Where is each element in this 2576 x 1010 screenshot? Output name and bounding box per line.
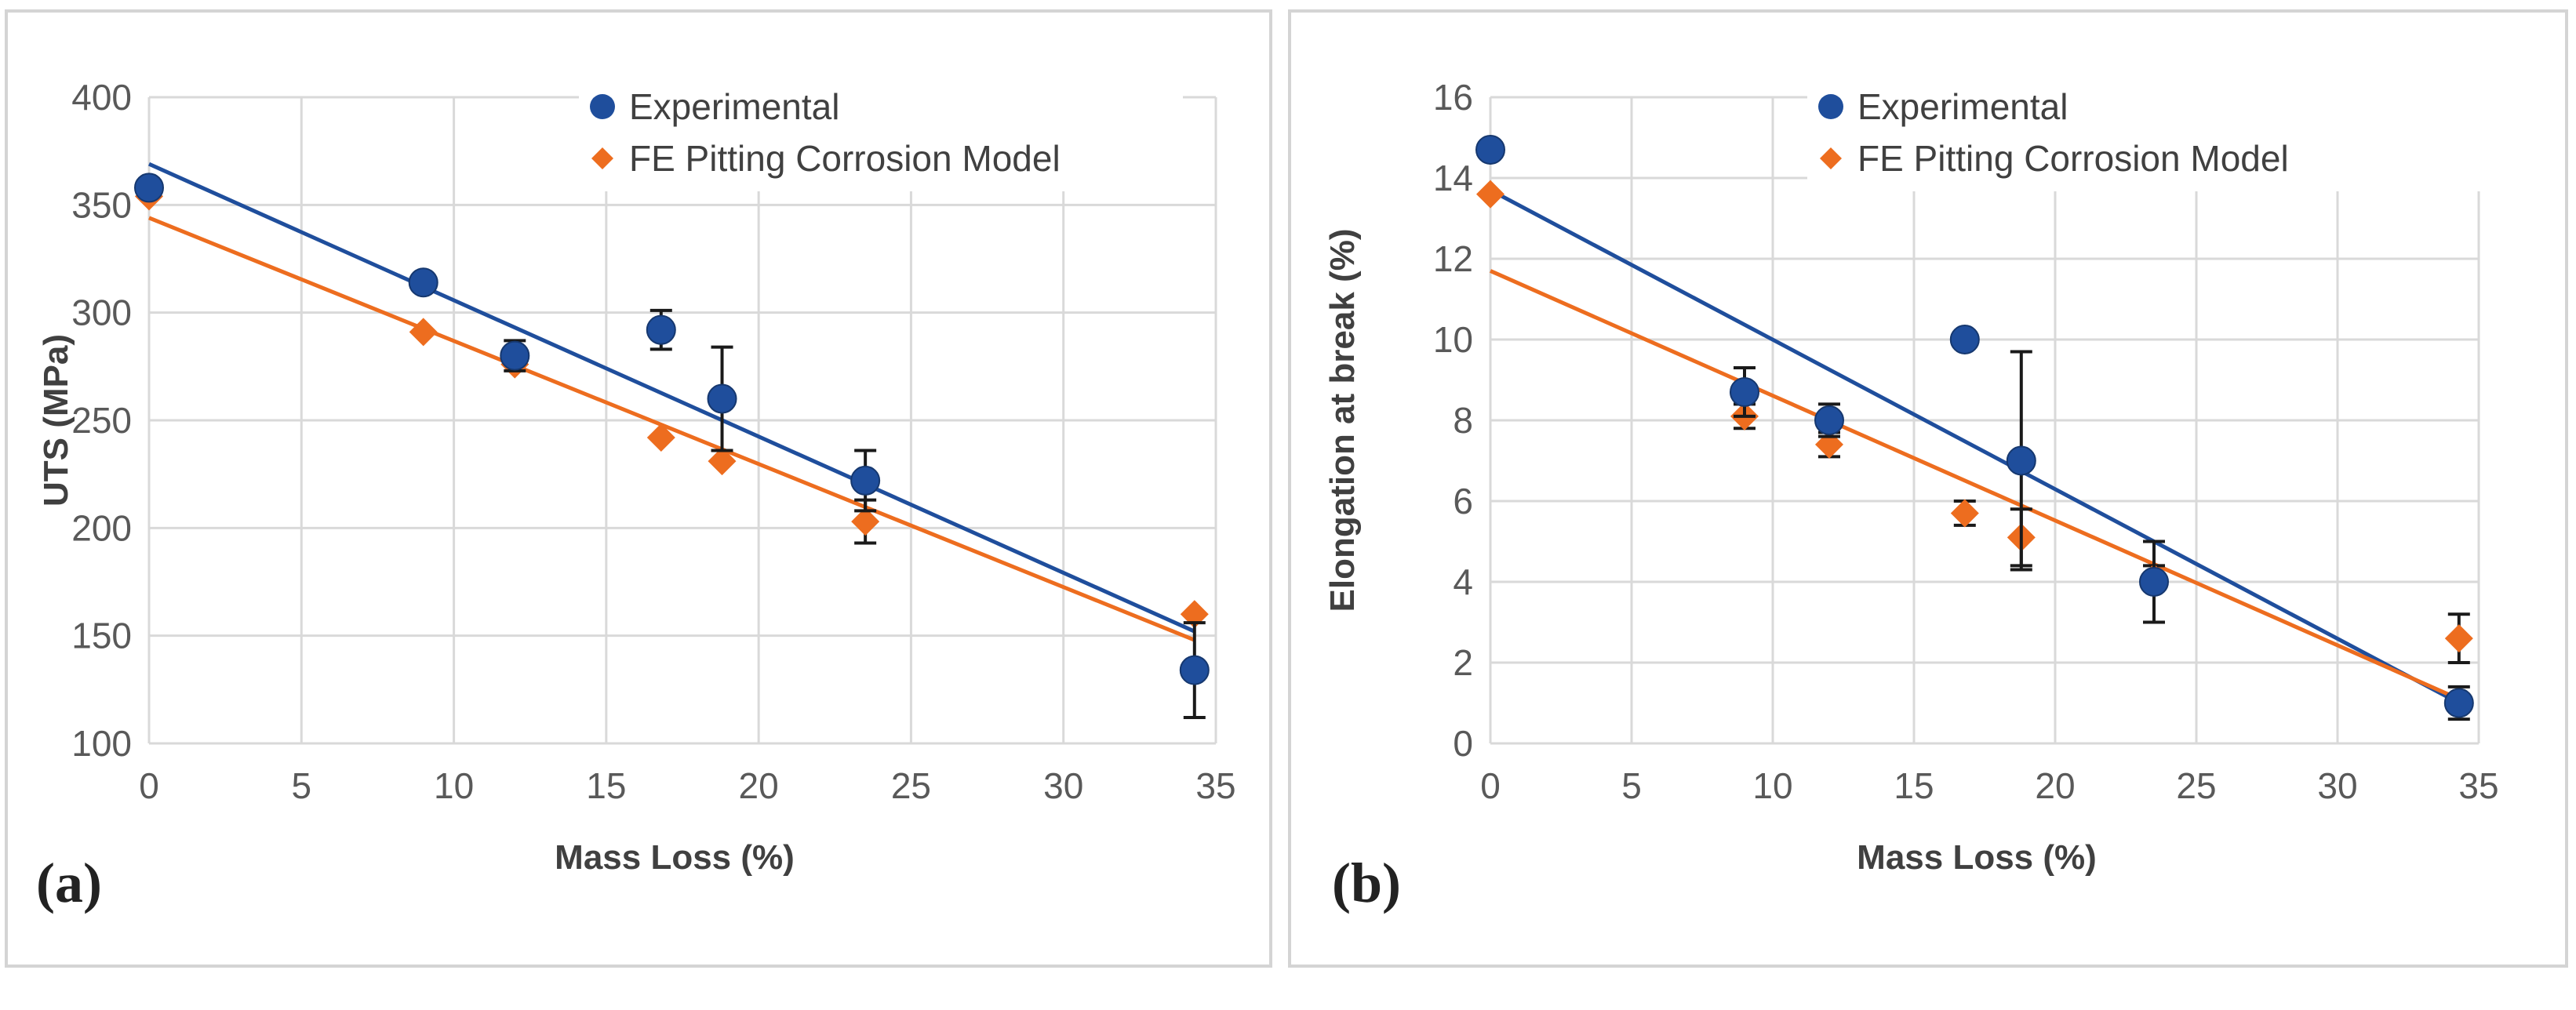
- data-point-model: [1476, 180, 1504, 209]
- x-tick-label: 25: [891, 765, 931, 806]
- x-tick-label: 15: [1894, 765, 1934, 806]
- legend-marker-experimental: [590, 94, 615, 119]
- data-point-model: [646, 423, 675, 452]
- legend-label-experimental: Experimental: [1857, 86, 2068, 127]
- x-tick-label: 0: [139, 765, 159, 806]
- x-tick-label: 25: [2176, 765, 2216, 806]
- data-point-model: [851, 507, 880, 536]
- trendline-experimental: [147, 162, 1195, 634]
- legend-box: [1807, 74, 2498, 191]
- legend-box: [579, 74, 1183, 191]
- x-tick-label: 10: [1752, 765, 1792, 806]
- y-tick-label: 300: [71, 292, 132, 333]
- data-point-experimental: [707, 383, 737, 414]
- data-point-experimental: [1475, 134, 1505, 165]
- y-tick-label: 2: [1453, 642, 1473, 683]
- x-tick-label: 20: [739, 765, 779, 806]
- y-tick-label: 100: [71, 723, 132, 764]
- x-tick-label: 30: [1043, 765, 1083, 806]
- legend-marker-model: [591, 147, 613, 169]
- y-tick-label: 250: [71, 400, 132, 441]
- x-tick-label: 5: [291, 765, 311, 806]
- data-point-model: [2444, 624, 2473, 653]
- legend-label-model: FE Pitting Corrosion Model: [1857, 138, 2289, 179]
- data-point-model: [708, 447, 737, 476]
- chart-panel-a: 0 5 10 15 20 25 30 35 100 150 200 250 300 350 400 Mass …: [5, 9, 1272, 968]
- x-axis-title: Mass Loss (%): [1857, 838, 2097, 877]
- y-tick-label: 10: [1433, 319, 1473, 360]
- y-axis-title: UTS (MPa): [37, 334, 75, 507]
- chart-panel-b: 0 5 10 15 20 25 30 35 0 2 4 6 8 10 12 14 16 Mass Loss (%)…: [1288, 9, 2568, 968]
- data-point-model: [409, 318, 438, 347]
- y-tick-label: 200: [71, 507, 132, 548]
- data-point-experimental: [646, 314, 676, 345]
- y-tick-label: 14: [1433, 158, 1473, 198]
- x-tick-label: 10: [434, 765, 474, 806]
- trendline-model: [1489, 269, 2460, 701]
- trendline-experimental: [1489, 188, 2460, 705]
- y-tick-label: 400: [71, 77, 132, 118]
- data-point-experimental: [1730, 376, 1759, 407]
- data-point-experimental: [1179, 655, 1210, 685]
- legend-marker-experimental: [1818, 94, 1843, 119]
- trendline-model: [148, 216, 1195, 642]
- panel-label: (a): [36, 852, 102, 914]
- x-tick-label: 0: [1480, 765, 1501, 806]
- x-tick-label: 20: [2035, 765, 2075, 806]
- y-tick-label: 4: [1453, 561, 1473, 602]
- legend-label-model: FE Pitting Corrosion Model: [629, 138, 1061, 179]
- y-tick-label: 8: [1453, 400, 1473, 441]
- data-point-experimental: [2006, 445, 2036, 476]
- y-axis-title: Elongation at break (%): [1323, 229, 1362, 612]
- chart-b-svg: 0 5 10 15 20 25 30 35 0 2 4 6 8 10 12 14 16 Mass Loss (%)…: [1323, 74, 2499, 914]
- y-tick-label: 350: [71, 184, 132, 225]
- chart-a-svg: 0 5 10 15 20 25 30 35 100 150 200 250 300 350 400 Mass …: [36, 74, 1236, 914]
- x-tick-label: 5: [1621, 765, 1642, 806]
- y-tick-label: 150: [71, 616, 132, 656]
- x-tick-label: 35: [2458, 765, 2498, 806]
- legend-marker-model: [1820, 147, 1842, 169]
- x-axis-title: Mass Loss (%): [555, 838, 795, 877]
- data-point-experimental: [134, 173, 164, 203]
- panel-label: (b): [1332, 852, 1401, 914]
- y-tick-label: 0: [1453, 723, 1473, 764]
- y-tick-label: 6: [1453, 481, 1473, 521]
- y-tick-label: 16: [1433, 77, 1473, 118]
- data-point-experimental: [408, 267, 438, 298]
- data-point-experimental: [1814, 405, 1844, 435]
- data-point-experimental: [2139, 567, 2169, 597]
- data-point-experimental: [850, 465, 881, 496]
- x-tick-label: 35: [1195, 765, 1235, 806]
- data-point-experimental: [1949, 325, 1980, 354]
- y-tick-label: 12: [1433, 238, 1473, 279]
- data-point-experimental: [2443, 688, 2474, 718]
- data-point-model: [1950, 499, 1979, 528]
- legend-label-experimental: Experimental: [629, 86, 839, 127]
- x-tick-label: 15: [586, 765, 626, 806]
- data-point-experimental: [500, 340, 530, 371]
- x-tick-label: 30: [2317, 765, 2357, 806]
